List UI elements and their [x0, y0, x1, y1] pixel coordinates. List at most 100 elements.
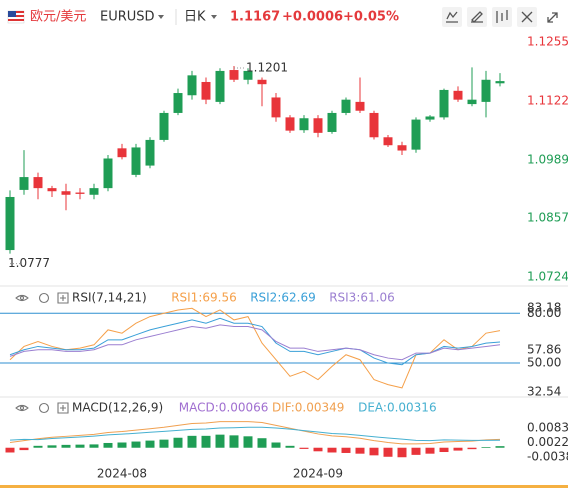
- y-tick-label: 1.0724: [527, 270, 568, 284]
- macd-bar: [215, 434, 225, 448]
- candle-body: [355, 101, 365, 111]
- macd-bar: [257, 438, 267, 448]
- add-icon[interactable]: [57, 292, 69, 304]
- rsi-line: [9, 317, 501, 366]
- macd-bar: [481, 447, 491, 448]
- symbol[interactable]: EURUSD: [100, 10, 155, 25]
- candle-body: [33, 177, 43, 189]
- candle-body: [439, 89, 449, 118]
- fullscreen-icon[interactable]: [547, 12, 558, 23]
- candle-body: [243, 70, 253, 80]
- candle-body: [201, 81, 211, 100]
- candle-body: [481, 79, 491, 102]
- symbol-cn[interactable]: 欧元/美元: [30, 10, 86, 25]
- y-tick-label: 50.00: [527, 356, 561, 370]
- candle-body: [19, 177, 29, 190]
- macd-bar: [397, 447, 407, 458]
- macd-bar: [453, 447, 463, 451]
- macd-bar: [173, 437, 183, 448]
- macd-bar: [495, 446, 505, 448]
- icon: [471, 11, 483, 23]
- icon: [496, 10, 508, 23]
- rsi-line: [9, 324, 501, 361]
- candle-body: [327, 112, 337, 132]
- y-tick-label: 1.1255: [527, 35, 568, 49]
- y-tick-label: 0.00830: [527, 420, 568, 434]
- x-tick-label: 2024-09: [293, 467, 343, 481]
- macd-bar: [285, 445, 295, 448]
- macd-line: [9, 426, 501, 442]
- legend-entry: RSI3:61.06: [329, 291, 395, 305]
- legend-entry: RSI2:62.69: [250, 291, 316, 305]
- rsi-line: [9, 307, 501, 389]
- macd-bar: [299, 447, 309, 449]
- legend-entry: RSI1:69.56: [171, 291, 237, 305]
- macd-bar: [75, 444, 85, 448]
- eye-icon[interactable]: [15, 404, 29, 412]
- candle-body: [145, 139, 155, 166]
- icon: [521, 11, 533, 23]
- candle-body: [103, 158, 113, 189]
- y-tick-label: 32.54: [527, 385, 561, 399]
- panel-title: MACD(12,26,9): [72, 401, 163, 415]
- candle-body: [215, 70, 225, 102]
- flag: [7, 10, 25, 24]
- candle-body: [369, 112, 379, 138]
- macd-bar: [103, 442, 113, 448]
- y-tick-label: 57.86: [527, 343, 561, 357]
- draw-tool[interactable]: [442, 7, 462, 27]
- macd-bar: [355, 447, 365, 454]
- gear-icon[interactable]: [38, 292, 50, 304]
- y-tick-label: 1.0857: [527, 211, 568, 225]
- candle-body: [397, 145, 407, 151]
- dropdown-icon[interactable]: [211, 15, 217, 19]
- candle-body: [425, 116, 435, 120]
- macd-bar: [439, 447, 449, 453]
- macd-bar: [131, 441, 141, 448]
- icon: [446, 11, 458, 23]
- macd-bar: [89, 444, 99, 448]
- panel-title: RSI(7,14,21): [72, 291, 147, 305]
- macd-bar: [229, 435, 239, 448]
- candle-body: [131, 147, 141, 175]
- y-tick-label: 0.00224: [527, 435, 568, 449]
- candle-body: [173, 93, 183, 113]
- candle-body: [61, 191, 71, 195]
- y-tick-label: 83.18: [527, 301, 561, 315]
- gear-icon[interactable]: [38, 402, 50, 414]
- period[interactable]: 日K: [184, 10, 206, 25]
- macd-bar: [411, 447, 421, 455]
- legend-entry: DEA:0.00316: [358, 401, 437, 415]
- y-tick-label: 1.1122: [527, 94, 568, 108]
- macd-bar: [47, 445, 57, 448]
- macd-bar: [201, 435, 211, 448]
- candle-body: [313, 118, 323, 133]
- macd-bar: [313, 447, 323, 452]
- candle-body: [229, 70, 239, 80]
- macd-bar: [467, 447, 477, 450]
- candle-body: [341, 99, 351, 113]
- candle-body: [117, 148, 127, 158]
- candle-body: [383, 137, 393, 146]
- add-icon[interactable]: [57, 402, 69, 414]
- bottom-bar: [0, 485, 568, 488]
- annotation: 1.0777: [8, 256, 50, 270]
- candle-body: [467, 99, 477, 105]
- price: 1.1167: [230, 10, 280, 25]
- eye-icon[interactable]: [15, 294, 29, 302]
- candle-body: [411, 119, 421, 150]
- candle-body: [159, 112, 169, 140]
- x-tick-label: 2024-08: [97, 467, 147, 481]
- dropdown-icon[interactable]: [158, 15, 164, 19]
- macd-bar: [327, 447, 337, 453]
- macd-bar: [5, 447, 15, 453]
- y-tick-label: 80.00: [527, 306, 561, 320]
- macd-bar: [187, 435, 197, 448]
- macd-bar: [19, 447, 29, 451]
- pen-tool[interactable]: [467, 7, 487, 27]
- y-tick-label: 1.0989: [527, 152, 568, 166]
- candle-body: [271, 97, 281, 118]
- candle-body: [187, 75, 197, 96]
